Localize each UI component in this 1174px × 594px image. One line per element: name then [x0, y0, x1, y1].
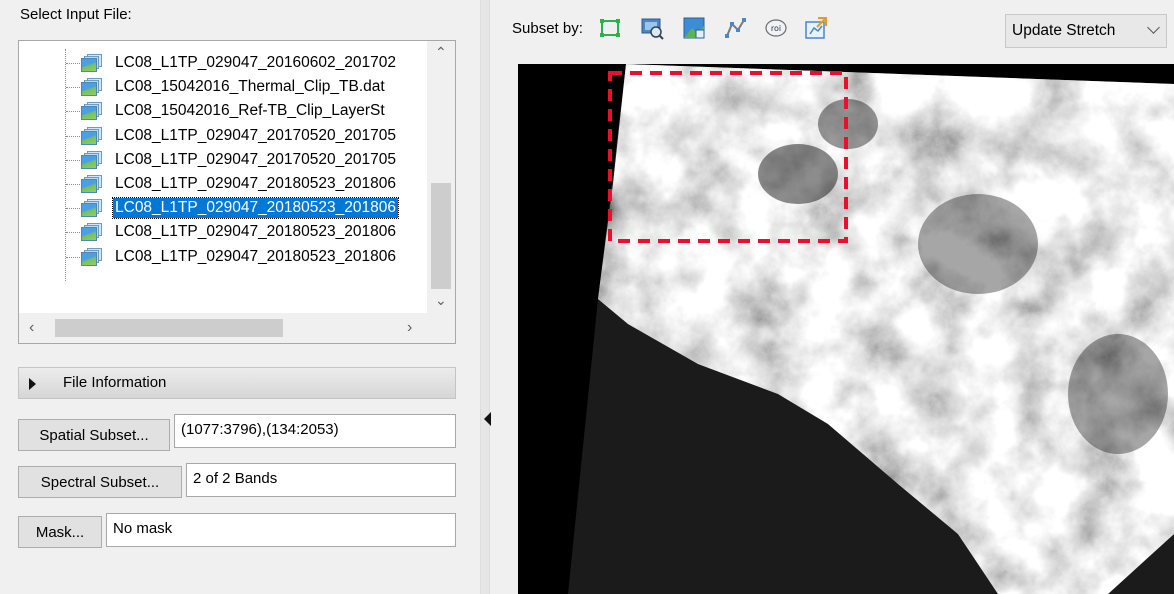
file-tree-item[interactable]: LC08_15042016_Ref-TB_Clip_LayerSt — [19, 99, 427, 123]
tree-connector-line — [66, 63, 82, 64]
tree-connector-line — [66, 184, 82, 185]
panel-splitter[interactable] — [480, 0, 490, 594]
file-name: LC08_L1TP_029047_20170520_201705 — [115, 126, 396, 144]
scroll-down-icon[interactable]: ⌄ — [435, 292, 447, 308]
scroll-left-icon[interactable]: ‹ — [29, 319, 35, 336]
vector-subset-icon[interactable] — [724, 16, 748, 40]
spatial-subset-box[interactable] — [608, 71, 848, 243]
tree-connector-line — [66, 87, 82, 89]
file-tree-item[interactable]: LC08_L1TP_029047_20170520_201705 — [19, 148, 427, 172]
roi-subset-icon[interactable]: roi — [764, 16, 788, 40]
mask-field: No mask — [106, 513, 456, 547]
file-name: LC08_L1TP_029047_20160602_201702 — [115, 54, 396, 71]
image-subset-icon[interactable] — [682, 16, 706, 40]
spatial-subset-button[interactable]: Spatial Subset... — [18, 419, 170, 451]
spectral-subset-button[interactable]: Spectral Subset... — [18, 466, 182, 498]
roi-glyph: roi — [771, 24, 781, 33]
tree-connector-line — [66, 159, 82, 161]
spatial-subset-field: (1077:3796),(134:2053) — [174, 414, 456, 448]
raster-file-icon — [81, 247, 103, 266]
expand-triangle-icon — [29, 378, 36, 390]
tree-connector-line — [65, 49, 66, 281]
raster-file-icon — [81, 199, 103, 218]
file-name: LC08_L1TP_029047_20180523_201806 — [112, 197, 399, 220]
raster-file-icon — [81, 126, 103, 145]
file-tree[interactable]: LC08_L1TP_029047_20160602_201702 LC08_150… — [18, 40, 456, 344]
file-tree-item[interactable]: LC08_15042016_Thermal_Clip_TB.dat — [19, 75, 427, 99]
chevron-down-icon — [1147, 21, 1160, 34]
vertical-scroll-thumb[interactable] — [431, 183, 451, 289]
spectral-subset-field: 2 of 2 Bands — [186, 463, 456, 497]
tree-connector-line — [66, 256, 82, 258]
file-tree-item[interactable]: LC08_L1TP_029047_20180523_201806 — [19, 196, 427, 220]
scroll-corner — [427, 313, 455, 343]
collapse-panel-icon[interactable] — [484, 412, 491, 426]
tree-connector-line — [66, 232, 82, 234]
scroll-up-icon[interactable]: ⌃ — [435, 44, 447, 60]
file-name: LC08_L1TP_029047_20180523_201806 — [115, 223, 396, 241]
file-subset-icon[interactable] — [804, 16, 828, 40]
horizontal-scroll-thumb[interactable] — [55, 319, 283, 337]
file-tree-item[interactable]: LC08_L1TP_029047_20160602_201702 — [19, 51, 427, 75]
file-information-label: File Information — [63, 374, 167, 391]
view-subset-icon[interactable] — [640, 16, 664, 40]
raster-file-icon — [81, 54, 103, 72]
file-name: LC08_L1TP_029047_20180523_201806 — [115, 247, 396, 265]
file-name: LC08_15042016_Thermal_Clip_TB.dat — [115, 78, 385, 96]
file-name: LC08_15042016_Ref-TB_Clip_LayerSt — [115, 102, 385, 120]
rectangle-select-icon[interactable] — [598, 16, 622, 40]
horizontal-scrollbar[interactable]: ‹ › — [19, 313, 427, 343]
update-stretch-value: Update Stretch — [1012, 22, 1116, 39]
input-file-panel: Select Input File: LC08_L1TP_029047_2016… — [0, 0, 472, 594]
file-information-toggle[interactable]: File Information — [18, 367, 456, 399]
vertical-scrollbar[interactable]: ⌃ ⌄ — [427, 41, 455, 313]
raster-file-icon — [81, 223, 103, 242]
raster-file-icon — [81, 175, 103, 193]
file-tree-list: LC08_L1TP_029047_20160602_201702 LC08_150… — [19, 41, 427, 313]
preview-panel: Subset by: roi Update Stretch — [490, 0, 1174, 594]
raster-file-icon — [81, 150, 103, 169]
file-tree-item[interactable]: LC08_L1TP_029047_20170520_201705 — [19, 124, 427, 148]
select-input-file-label: Select Input File: — [20, 6, 132, 23]
file-tree-item[interactable]: LC08_L1TP_029047_20180523_201806 — [19, 172, 427, 196]
tree-connector-line — [66, 111, 82, 113]
tree-connector-line — [66, 208, 82, 210]
file-tree-item[interactable]: LC08_L1TP_029047_20180523_201806 — [19, 245, 427, 269]
file-name: LC08_L1TP_029047_20180523_201806 — [115, 175, 396, 192]
subset-by-label: Subset by: — [512, 20, 583, 37]
update-stretch-select[interactable]: Update Stretch — [1005, 14, 1167, 48]
file-tree-item[interactable]: LC08_L1TP_029047_20180523_201806 — [19, 220, 427, 244]
raster-file-icon — [81, 78, 103, 97]
raster-file-icon — [81, 102, 103, 121]
satellite-image-canvas — [568, 64, 1174, 594]
file-name: LC08_L1TP_029047_20170520_201705 — [115, 150, 396, 168]
tree-connector-line — [66, 135, 82, 137]
image-preview[interactable] — [518, 64, 1174, 594]
mask-button[interactable]: Mask... — [18, 516, 102, 548]
scroll-right-icon[interactable]: › — [407, 319, 413, 336]
